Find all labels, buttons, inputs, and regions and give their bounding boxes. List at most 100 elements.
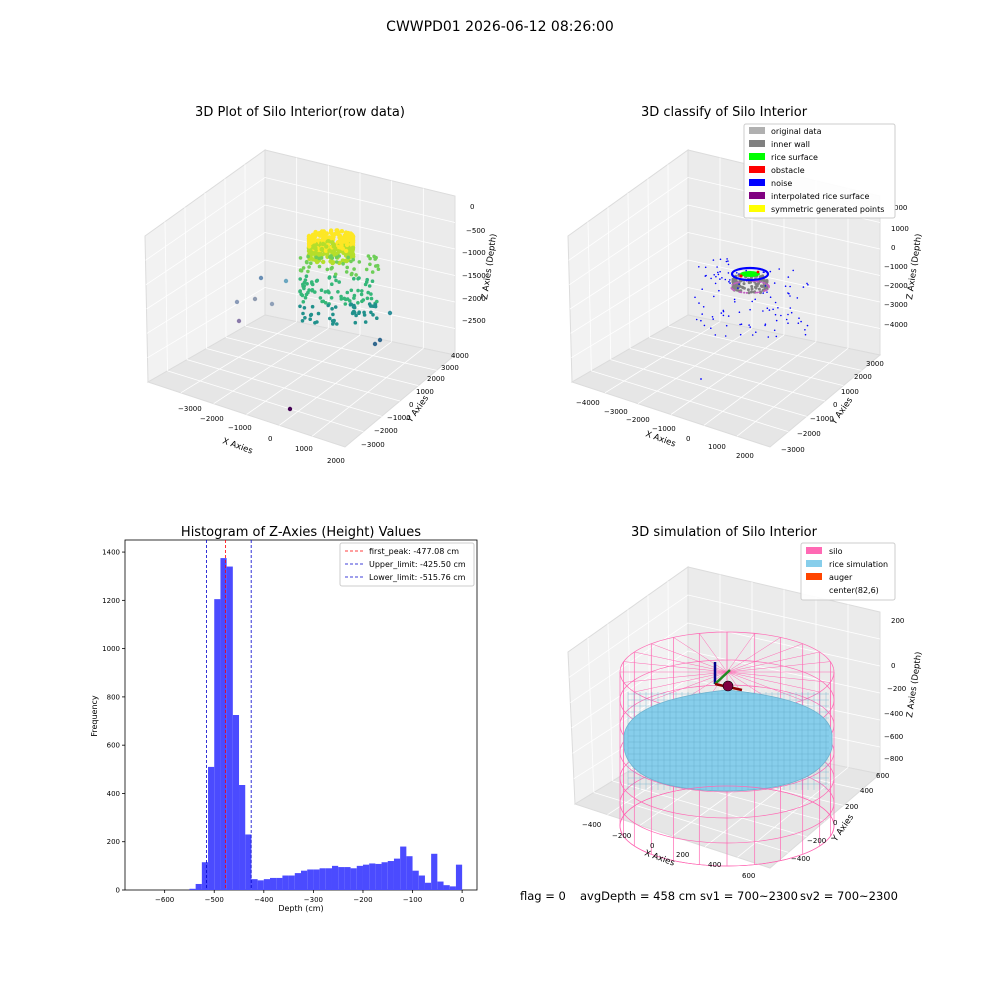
x-tick: 600 (742, 872, 755, 880)
data-point (313, 232, 319, 238)
z-tick: 0 (470, 203, 474, 211)
noise-point (722, 309, 725, 312)
noise-point (710, 277, 712, 280)
legend: original data inner wall rice surface obsta… (743, 123, 896, 219)
data-point (367, 284, 372, 288)
legend-entries: first_peak: -477.08 cm Upper_limit: -425.… (345, 547, 466, 582)
x-tick-label: −100 (403, 896, 422, 904)
x-tick: −1000 (652, 425, 676, 433)
legend-label: center(82,6) (829, 586, 879, 595)
noise-point (703, 324, 706, 327)
data-point (357, 276, 361, 280)
y-tick: 1000 (841, 388, 859, 396)
data-point (357, 260, 362, 264)
z-tick: −1000 (462, 249, 486, 257)
histogram-bar (214, 599, 221, 890)
data-point (330, 234, 335, 239)
noise-point (711, 316, 714, 318)
histogram-bar (381, 862, 388, 890)
noise-point (731, 273, 734, 276)
histogram-bar (263, 879, 271, 890)
histogram-bar (400, 846, 407, 890)
noise-point (774, 313, 777, 316)
histogram-bar (319, 868, 326, 890)
histogram-bar (195, 883, 202, 890)
z-tick: 0 (891, 662, 895, 670)
y-tick-label: 400 (107, 790, 120, 798)
inner-wall-point (765, 280, 769, 284)
noise-point (764, 324, 766, 327)
data-point (319, 288, 324, 293)
x-tick: 1000 (295, 445, 313, 453)
z-tick: −1500 (462, 272, 486, 280)
data-point (345, 290, 350, 295)
data-point (352, 296, 356, 300)
data-point (364, 267, 369, 272)
legend-swatch (749, 205, 765, 212)
silo-roof-spoke (726, 651, 820, 673)
z-tick-labels: 200 0 −200 −400 −600 −800 (884, 617, 906, 763)
legend-label: inner wall (771, 140, 810, 149)
legend-label: silo (829, 547, 843, 556)
data-point (326, 289, 330, 294)
status-line: flag = 0 avgDepth = 458 cm sv1 = 700~230… (520, 889, 898, 903)
noise-point (738, 311, 741, 314)
panel4-title: 3D simulation of Silo Interior (631, 525, 818, 540)
z-tick: −500 (466, 227, 485, 235)
noise-point (804, 329, 806, 331)
interpolated-point (736, 281, 739, 284)
interpolated-point (738, 281, 740, 283)
data-point (298, 289, 302, 294)
silo-roof-spoke (726, 633, 755, 673)
data-point (362, 313, 367, 317)
data-point (306, 254, 310, 259)
data-point (310, 288, 315, 292)
data-point (337, 280, 342, 284)
histogram-bar (282, 875, 289, 890)
data-point (348, 302, 353, 307)
noise-point (724, 335, 727, 337)
data-point (300, 319, 305, 323)
inner-wall-point (735, 284, 739, 288)
noise-point (719, 258, 722, 261)
histogram-bar (412, 870, 419, 890)
y-tick: 0 (833, 819, 837, 827)
noise-point (800, 320, 802, 323)
noise-point (725, 324, 728, 327)
interpolated-point (745, 292, 748, 294)
y-tick-label: 1000 (102, 645, 120, 653)
histogram-bar (406, 856, 413, 890)
data-point (352, 267, 356, 271)
panel-simulation-3d: 3D simulation of Silo Interior −400 −200… (567, 525, 924, 880)
data-point (303, 316, 307, 320)
panel3-title: Histogram of Z-Axies (Height) Values (181, 525, 421, 540)
obstacle-point (739, 274, 743, 278)
y-tick: 3000 (866, 360, 884, 368)
silo-roof-spoke (673, 637, 728, 673)
y-tick: −2000 (374, 427, 398, 435)
rice-surface-patch (740, 271, 760, 277)
data-point (330, 240, 335, 245)
noise-point (700, 378, 702, 380)
x-tick: 0 (686, 435, 690, 443)
legend-frame (800, 542, 896, 601)
data-point (318, 296, 323, 300)
noise-point (787, 276, 790, 278)
data-point (310, 257, 316, 262)
data-point (368, 262, 372, 267)
y-tick-label: 200 (107, 838, 120, 846)
legend: silo rice simulation auger center(82,6) (800, 542, 896, 601)
y-tick-labels: 0 200 400 600 800 1000 1200 1400 (102, 549, 125, 895)
silo-roof-spoke (726, 671, 831, 683)
data-point (310, 281, 314, 286)
interpolated-point (762, 281, 764, 284)
y-tick-label: 600 (107, 742, 120, 750)
data-point (327, 248, 332, 253)
data-point (301, 311, 305, 316)
legend-swatch (749, 140, 765, 147)
noise-point (715, 275, 717, 278)
legend-label: interpolated rice surface (771, 192, 869, 201)
inner-wall-point (750, 287, 754, 291)
inner-wall-point (750, 285, 754, 288)
